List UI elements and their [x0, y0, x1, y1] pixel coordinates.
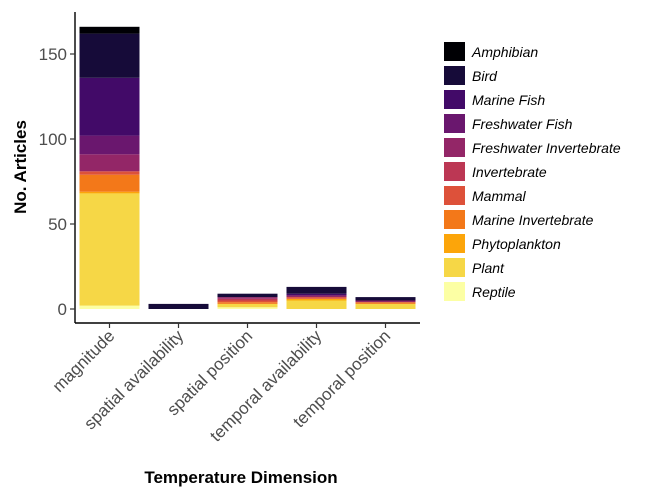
legend: Amphibian Bird Marine Fish Freshwater Fish F… [444, 42, 621, 301]
bar-segment-marine-invertebrate-magnitude [79, 174, 140, 192]
legend-key-invertebrate [444, 162, 465, 181]
legend-label: Freshwater Fish [472, 116, 573, 132]
bar-segment-mammal-magnitude [79, 171, 140, 175]
bar-segment-freshwater-invertebrate-spatial-position [217, 297, 278, 299]
legend-label: Phytoplankton [472, 236, 561, 252]
bar-segment-bird-magnitude [79, 33, 140, 78]
bar-segment-mammal-temporal-availability [286, 297, 347, 299]
y-tick-label: 100 [39, 130, 67, 149]
bar-segment-freshwater-fish-magnitude [79, 135, 140, 155]
bar-segment-freshwater-invertebrate-temporal-position [355, 300, 416, 303]
legend-key-reptile [444, 282, 465, 301]
legend-label: Marine Fish [472, 92, 545, 108]
bar-segment-mammal-spatial-position [217, 300, 278, 303]
bar-segment-marine-fish-temporal-availability [286, 293, 347, 296]
legend-label: Invertebrate [472, 164, 547, 180]
legend-key-marine-fish [444, 90, 465, 109]
legend-key-mammal [444, 186, 465, 205]
bar-segment-plant-temporal-position [355, 303, 416, 309]
bar-segment-reptile-spatial-position [217, 307, 278, 309]
legend-key-phytoplankton [444, 234, 465, 253]
y-tick-label: 50 [48, 215, 67, 234]
bar-segment-freshwater-invertebrate-magnitude [79, 154, 140, 172]
y-axis-title: No. Articles [11, 120, 30, 214]
legend-key-freshwater-fish [444, 114, 465, 133]
legend-label: Mammal [472, 188, 527, 204]
bar-segment-bird-temporal-availability [286, 286, 347, 294]
bar-segment-plant-magnitude [79, 193, 140, 306]
bar-segment-bird-temporal-position [355, 297, 416, 301]
legend-label: Reptile [472, 284, 516, 300]
bar-segment-invertebrate-spatial-position [217, 298, 278, 301]
bar-segment-phytoplankton-magnitude [79, 191, 140, 194]
legend-key-amphibian [444, 42, 465, 61]
legend-label: Freshwater Invertebrate [472, 140, 621, 156]
legend-key-freshwater-invertebrate [444, 138, 465, 157]
legend-key-marine-invertebrate [444, 210, 465, 229]
legend-label: Amphibian [471, 44, 538, 60]
bar-segment-marine-fish-magnitude [79, 77, 140, 136]
bar-segment-bird-spatial-position [217, 293, 278, 298]
legend-label: Marine Invertebrate [472, 212, 594, 228]
bars-layer [79, 26, 416, 309]
bar-segment-plant-spatial-position [217, 303, 278, 308]
legend-key-plant [444, 258, 465, 277]
legend-label: Plant [472, 260, 505, 276]
legend-key-bird [444, 66, 465, 85]
bar-segment-freshwater-invertebrate-temporal-availability [286, 295, 347, 298]
bar-segment-marine-invertebrate-temporal-position [355, 302, 416, 304]
bar-segment-amphibian-magnitude [79, 26, 140, 34]
bar-segment-plant-temporal-availability [286, 300, 347, 309]
bar-segment-reptile-magnitude [79, 305, 140, 309]
y-tick-label: 0 [58, 300, 67, 319]
bar-segment-phytoplankton-temporal-availability [286, 298, 347, 301]
bar-segment-bird-spatial-availability [148, 303, 209, 309]
legend-label: Bird [472, 68, 498, 84]
y-tick-label: 150 [39, 45, 67, 64]
x-axis-title: Temperature Dimension [144, 468, 337, 487]
bar-segment-marine-invertebrate-spatial-position [217, 302, 278, 304]
x-tick-label: magnitude [49, 326, 119, 396]
